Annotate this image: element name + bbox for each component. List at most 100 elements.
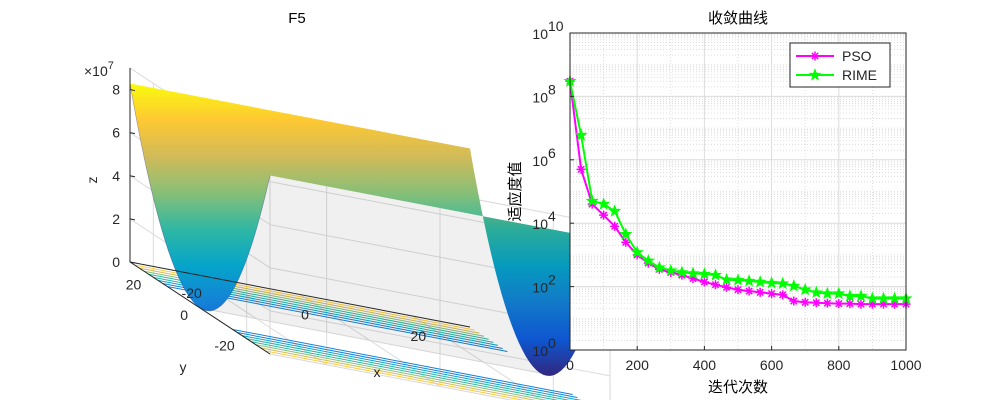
pentagram-marker: [776, 276, 790, 290]
z-tick-mark: [129, 175, 136, 178]
pentagram-marker: [641, 253, 655, 267]
chart-title: 收敛曲线: [708, 9, 768, 27]
asterisk-marker: [834, 299, 844, 309]
z-tick-label: 4: [112, 168, 120, 184]
pentagram-marker: [608, 204, 622, 217]
asterisk-marker: [800, 297, 810, 307]
pentagram-marker: [664, 263, 678, 277]
marker-stroke: [722, 283, 731, 291]
pentagram-marker: [865, 291, 879, 305]
y-tick-base: 10: [532, 153, 548, 169]
marker-stroke: [577, 165, 585, 174]
y-tick-exponent: 2: [548, 272, 556, 288]
axes-box: [569, 32, 907, 351]
pentagram-marker: [843, 289, 857, 302]
marker-stroke: [790, 297, 798, 305]
pentagram-marker: [809, 285, 823, 299]
pentagram-marker: [675, 265, 689, 279]
y-tick-base: 10: [532, 280, 548, 296]
marker-stroke: [779, 291, 787, 299]
y-tick-label: 10: [532, 280, 548, 296]
asterisk-marker: [576, 164, 586, 174]
z-tick-label: 2: [112, 211, 120, 227]
floor-contour: [232, 328, 573, 395]
pentagram-marker: [630, 245, 644, 258]
marker-stroke: [734, 285, 742, 294]
pentagram-marker: [820, 286, 834, 300]
x-axis-line: [129, 261, 471, 328]
asterisk-marker: [621, 237, 631, 247]
marker-stroke: [857, 300, 865, 308]
pentagram-marker: [808, 68, 822, 81]
z-exponent-power: 7: [108, 60, 114, 72]
legend-entry: PSO: [842, 48, 872, 64]
marker-stroke: [823, 299, 832, 307]
y-tick-base: 10: [532, 343, 548, 359]
asterisk-marker: [810, 51, 820, 61]
pentagram-marker: [753, 275, 767, 288]
pentagram-marker: [619, 227, 633, 240]
y-tick-base: 10: [532, 89, 548, 105]
marker-stroke: [811, 52, 819, 60]
z-tick-mark: [129, 218, 136, 221]
x-tick-label: -20: [182, 285, 202, 301]
asterisk-marker: [699, 277, 709, 287]
pentagram-marker: [854, 289, 868, 302]
marker-stroke: [622, 238, 630, 246]
y-axis-label: y: [180, 359, 187, 375]
x-tick-label: 400: [693, 357, 717, 373]
marker-stroke: [846, 299, 854, 308]
marker-stroke: [835, 299, 843, 308]
pentagram-marker: [798, 282, 812, 296]
pentagram-marker: [731, 273, 745, 286]
asterisk-marker: [789, 296, 799, 306]
y-tick-label: 20: [126, 276, 142, 292]
pentagram-marker: [597, 197, 611, 210]
x-axis-label: x: [374, 364, 381, 380]
x-tick-label: 800: [827, 357, 851, 373]
x-tick-label: 600: [760, 357, 784, 373]
surface-shading: [200, 175, 610, 376]
asterisk-marker: [710, 280, 720, 290]
y-tick-label: 10: [532, 343, 548, 359]
pentagram-marker: [832, 286, 846, 300]
z-tick-label: 0: [112, 254, 120, 270]
asterisk-marker: [767, 289, 777, 299]
x-tick-label: 0: [566, 357, 574, 373]
asterisk-marker: [778, 290, 788, 300]
x-axis-label: 迭代次数: [708, 378, 768, 396]
y-tick-label: 10: [532, 216, 548, 232]
floor-contour: [265, 350, 525, 400]
legend-box: [789, 42, 891, 88]
y-tick-exponent: 4: [548, 208, 556, 224]
asterisk-marker: [610, 221, 620, 231]
pentagram-marker: [888, 291, 902, 305]
chart-title: F5: [288, 10, 306, 27]
floor-contour: [260, 347, 537, 400]
marker-stroke: [812, 299, 820, 307]
y-tick-base: 10: [532, 26, 548, 42]
marker-stroke: [611, 222, 619, 230]
asterisk-marker: [599, 210, 609, 220]
marker-stroke: [801, 298, 809, 306]
z-tick-mark: [129, 261, 136, 264]
marker-stroke: [745, 287, 753, 295]
asterisk-marker: [811, 298, 821, 308]
asterisk-marker: [856, 299, 866, 309]
asterisk-marker: [822, 298, 832, 308]
asterisk-marker: [845, 299, 855, 309]
y-tick-base: 10: [532, 216, 548, 232]
marker-stroke: [700, 278, 709, 286]
x-tick-label: 20: [411, 328, 427, 344]
y-tick-label: 10: [532, 89, 548, 105]
floor-contour: [251, 341, 559, 400]
y-tick-label: 0: [180, 307, 188, 323]
pentagram-marker: [686, 266, 700, 280]
pentagram-marker: [765, 276, 779, 289]
pentagram-marker: [585, 194, 599, 207]
legend-entry: RIME: [842, 67, 877, 83]
pentagram-marker: [787, 279, 801, 292]
